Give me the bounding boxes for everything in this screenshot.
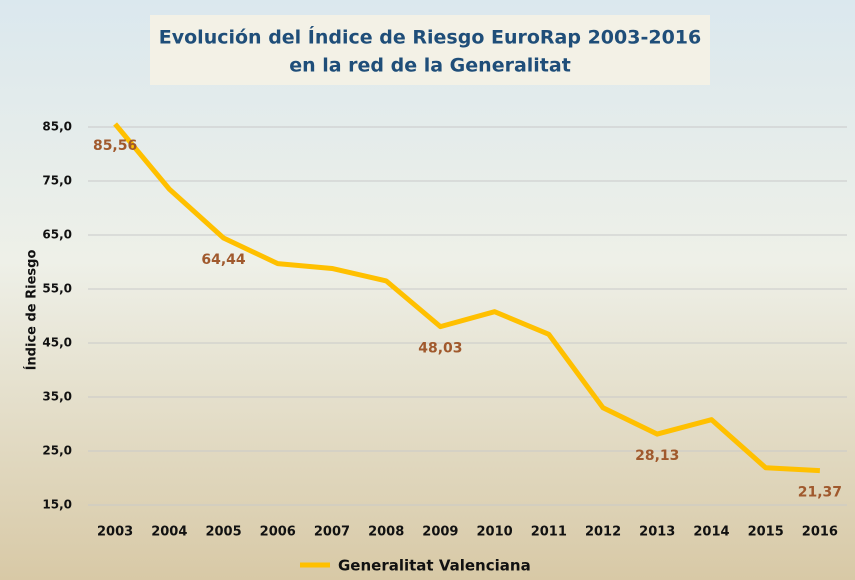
data-line: [113, 122, 821, 474]
data-label: 85,56: [93, 138, 137, 154]
x-tick-label: 2016: [802, 525, 838, 540]
chart-title: Evolución del Índice de Riesgo EuroRap 2…: [159, 26, 701, 49]
x-tick-label: 2006: [260, 525, 296, 540]
x-tick-label: 2004: [151, 525, 187, 540]
x-tick-label: 2005: [205, 525, 241, 540]
legend-label: Generalitat Valenciana: [338, 557, 531, 575]
data-label: 64,44: [201, 252, 246, 268]
y-tick-label: 25,0: [42, 444, 72, 458]
data-label: 28,13: [635, 448, 679, 464]
data-label: 48,03: [418, 341, 462, 357]
title-box: [150, 15, 710, 85]
x-tick-label: 2012: [585, 525, 621, 540]
x-tick-label: 2015: [748, 525, 784, 540]
data-label: 21,37: [798, 485, 842, 501]
y-tick-label: 75,0: [42, 174, 72, 188]
y-tick-label: 65,0: [42, 228, 72, 242]
x-tick-label: 2009: [422, 525, 458, 540]
x-tick-label: 2014: [693, 525, 729, 540]
y-tick-label: 15,0: [42, 498, 72, 512]
x-tick-label: 2008: [368, 525, 404, 540]
x-tick-label: 2003: [97, 525, 133, 540]
x-tick-label: 2010: [477, 525, 513, 540]
y-tick-label: 45,0: [42, 336, 72, 350]
y-axis-label: Índice de Riesgo: [24, 250, 40, 371]
x-tick-label: 2007: [314, 525, 350, 540]
y-tick-label: 85,0: [42, 120, 72, 134]
x-tick-label: 2013: [639, 525, 675, 540]
y-tick-label: 55,0: [42, 282, 72, 296]
y-tick-label: 35,0: [42, 390, 72, 404]
x-tick-label: 2011: [531, 525, 567, 540]
chart-title: en la red de la Generalitat: [289, 55, 571, 77]
